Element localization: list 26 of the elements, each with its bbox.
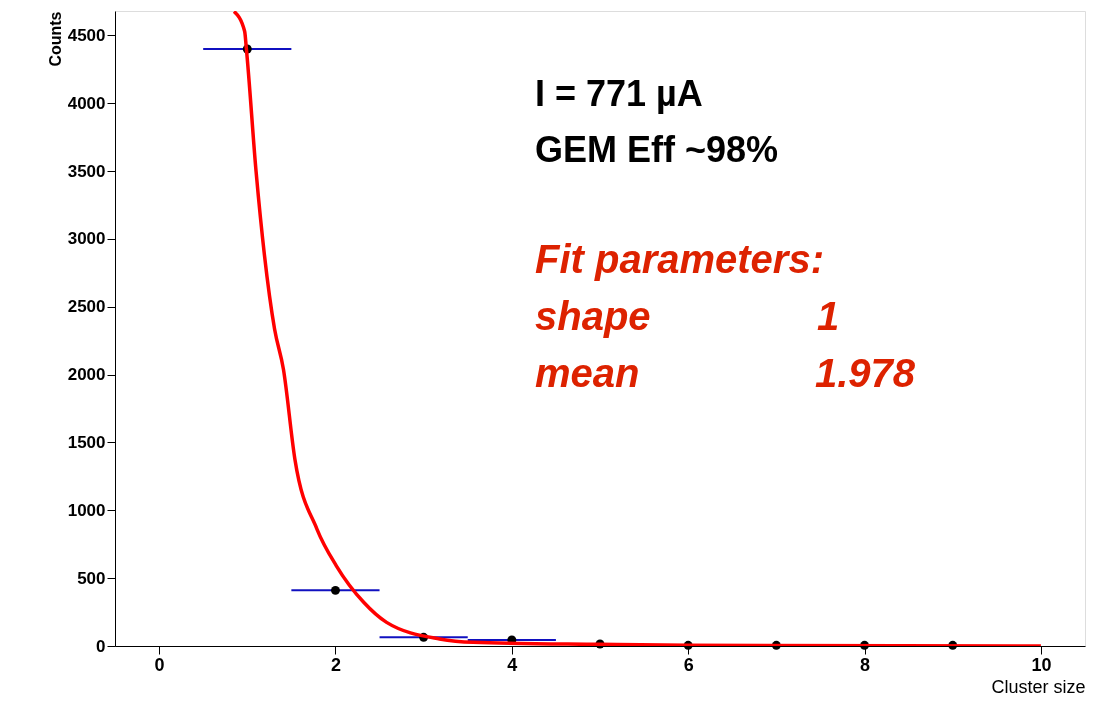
x-tick-label: 4 <box>507 654 518 675</box>
y-tick-label: 1500 <box>67 432 106 452</box>
y-tick-label: 4500 <box>67 25 106 45</box>
annotation: GEM Eff ~98% <box>535 129 779 170</box>
x-axis-title: Cluster size <box>991 676 1086 697</box>
annotation: Fit parameters: <box>535 237 824 281</box>
y-tick-label: 2000 <box>67 365 106 385</box>
x-tick-label: 6 <box>683 654 694 675</box>
y-axis-title: Counts <box>46 11 64 67</box>
annotation: 1.978 <box>815 351 916 395</box>
annotation: mean <box>535 351 640 395</box>
annotation: 1 <box>817 294 840 338</box>
y-tick-label: 3500 <box>67 161 106 181</box>
y-tick-label: 0 <box>96 636 106 656</box>
x-tick-label: 2 <box>330 654 341 675</box>
x-tick-label: 8 <box>860 654 871 675</box>
x-tick-label: 0 <box>154 654 165 675</box>
y-tick-label: 3000 <box>67 229 106 249</box>
annotation: I = 771 µA <box>535 73 703 114</box>
y-tick-label: 500 <box>77 568 106 588</box>
y-tick-label: 1000 <box>67 500 106 520</box>
x-tick-label: 10 <box>1031 654 1052 675</box>
annotation: shape <box>535 294 651 338</box>
y-tick-label: 2500 <box>67 297 106 317</box>
y-tick-label: 4000 <box>67 93 106 113</box>
point <box>330 585 340 595</box>
